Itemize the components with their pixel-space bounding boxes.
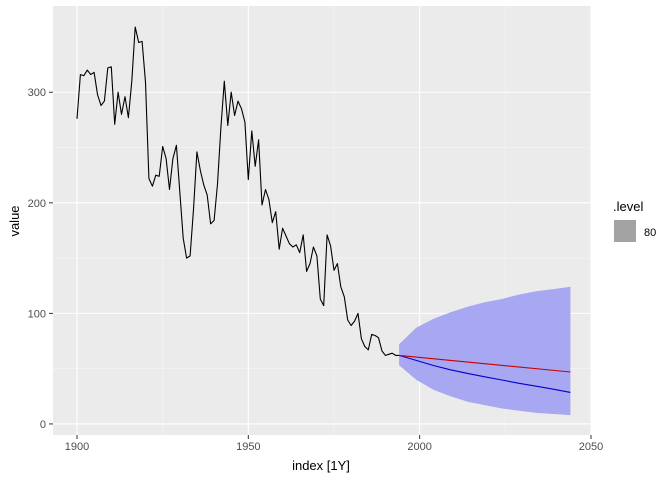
x-tick-label: 2050 <box>579 441 603 453</box>
forecast-alt-line <box>399 354 571 373</box>
x-tick-label: 2000 <box>407 441 431 453</box>
y-tick-label: 100 <box>28 308 46 320</box>
y-tick-label: 0 <box>40 419 46 431</box>
legend-key-80 <box>614 220 636 242</box>
x-axis-title: index [1Y] <box>292 458 350 473</box>
data-series <box>76 26 571 393</box>
x-tick-label: 1900 <box>65 441 89 453</box>
x-tick-label: 1950 <box>236 441 260 453</box>
gridlines <box>53 6 592 435</box>
history-line <box>76 26 400 356</box>
forecast-mean-line <box>398 354 571 393</box>
legend-title: .level <box>613 199 643 214</box>
y-axis: 0 100 200 300 <box>28 87 53 431</box>
y-tick-label: 200 <box>28 198 46 210</box>
interval-band-80 <box>399 286 571 416</box>
legend: .level 80 <box>613 199 656 242</box>
forecast-interval-band <box>399 286 571 416</box>
y-axis-title: value <box>7 205 22 236</box>
x-axis: 1900 1950 2000 2050 <box>65 435 603 453</box>
y-tick-label: 300 <box>28 87 46 99</box>
legend-label-80: 80 <box>644 227 656 239</box>
